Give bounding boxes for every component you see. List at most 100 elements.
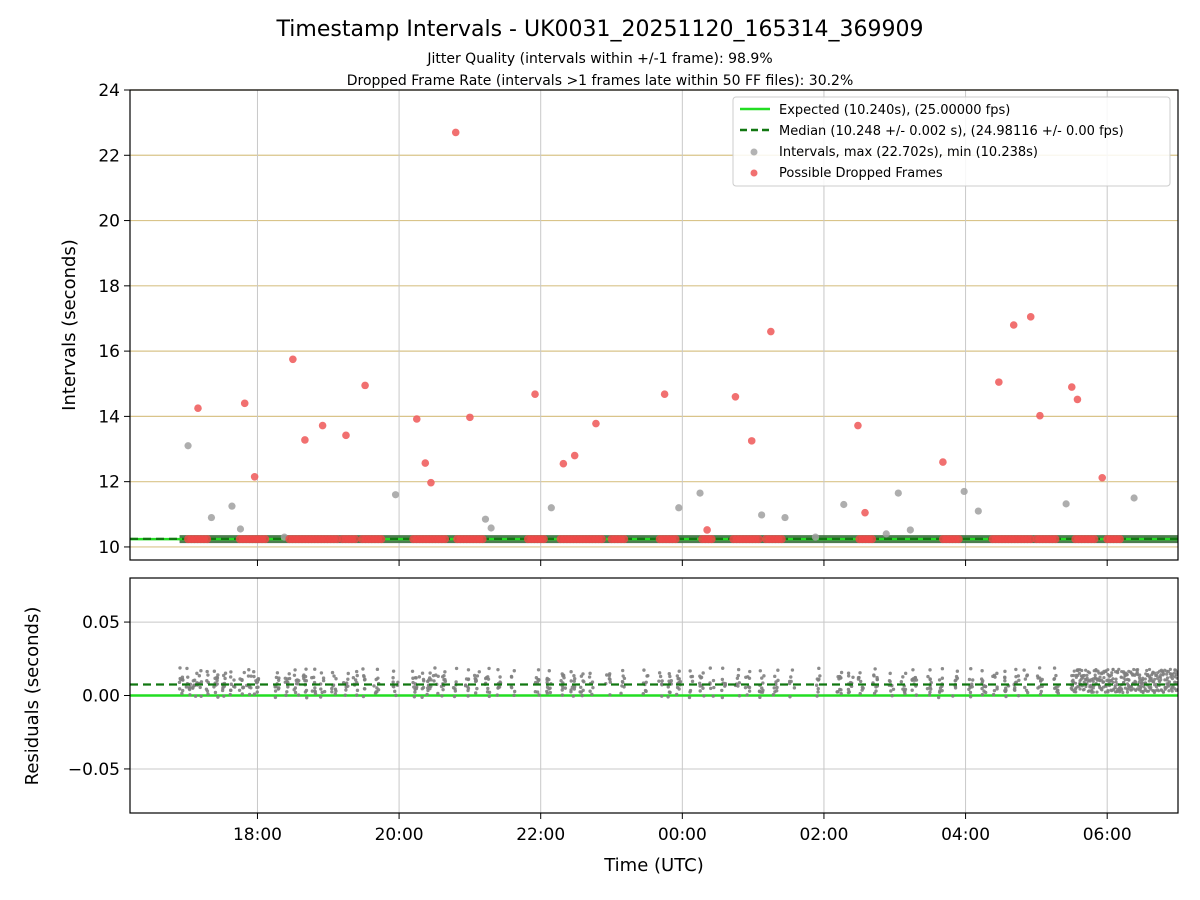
residual-point [1052, 676, 1057, 681]
residual-point [193, 694, 198, 698]
residual-point [180, 691, 184, 696]
residual-point [579, 685, 583, 689]
residual-point [255, 678, 260, 682]
residual-point [927, 693, 932, 697]
residual-point [747, 689, 752, 693]
residual-point [286, 685, 290, 689]
residual-point [1114, 680, 1118, 684]
residual-point [242, 670, 246, 675]
residuals-y-label: Residuals (seconds) [22, 607, 43, 786]
residual-point [1054, 673, 1058, 678]
residual-point [1161, 673, 1165, 677]
residual-point [346, 671, 350, 676]
residual-point [220, 688, 225, 693]
dropped-frame-points [194, 128, 1107, 534]
residual-point [873, 667, 877, 671]
residual-point [411, 680, 415, 685]
residual-point [674, 692, 679, 697]
residual-point [246, 674, 251, 678]
residual-point [970, 678, 975, 682]
residual-point [361, 667, 365, 671]
residual-point [273, 685, 277, 689]
residual-point [940, 667, 945, 671]
residual-point [1113, 686, 1117, 690]
residual-point [344, 688, 348, 692]
residual-point [1038, 692, 1043, 696]
residual-point [1153, 677, 1157, 681]
residual-point [1129, 685, 1133, 689]
residual-point [1078, 687, 1082, 691]
residual-point [1085, 676, 1089, 680]
dropped-frame-band-point [203, 535, 212, 544]
residual-point [1159, 678, 1163, 682]
residual-point [816, 687, 820, 691]
residual-point [393, 689, 397, 694]
residual-point [428, 671, 432, 675]
residual-point [411, 676, 415, 680]
residual-point [1074, 690, 1078, 694]
residual-point [911, 668, 915, 672]
residual-point [608, 693, 612, 697]
intervals-axes-frame [129, 89, 1179, 561]
residual-point [310, 689, 315, 693]
interval-point [974, 507, 982, 515]
dropped-frame-band-point [351, 535, 360, 544]
residual-point [758, 695, 762, 700]
residual-point [723, 684, 727, 688]
residual-point [660, 694, 664, 698]
dropped-frame-point [592, 419, 600, 428]
residual-point [1013, 688, 1017, 692]
residual-point [1040, 677, 1044, 682]
legend-expected-label: Expected (10.240s), (25.00000 fps) [779, 103, 1010, 118]
chart-title: Timestamp Intervals - UK0031_20251120_16… [276, 17, 924, 42]
residual-point [1142, 684, 1146, 689]
residual-point [1138, 673, 1142, 677]
residual-point [255, 690, 259, 694]
residual-point [1091, 686, 1095, 690]
residual-point [968, 690, 973, 695]
intervals-plot-area [130, 128, 1178, 544]
residual-point [537, 693, 541, 697]
residual-point [607, 673, 612, 678]
residual-point [835, 690, 839, 694]
residual-point [1158, 675, 1162, 679]
residual-point [420, 671, 425, 675]
residual-point [177, 687, 182, 691]
residual-point [486, 686, 490, 691]
residual-point [192, 683, 196, 687]
residual-point [1143, 687, 1147, 691]
residual-point [222, 694, 226, 698]
residual-point [582, 680, 586, 684]
residual-point [889, 689, 893, 693]
residual-point [912, 678, 917, 682]
residual-point [928, 677, 932, 682]
residual-point [453, 687, 457, 691]
residual-point [1106, 668, 1110, 672]
residual-point [720, 677, 725, 682]
residual-point [1149, 685, 1153, 690]
residual-point [440, 675, 445, 679]
residual-point [891, 687, 896, 691]
residual-point [937, 678, 942, 682]
residual-point [901, 687, 905, 691]
residual-point [1025, 674, 1029, 678]
residual-point [321, 678, 326, 683]
residual-point [814, 683, 819, 687]
residual-point [697, 681, 702, 686]
residual-point [1167, 680, 1172, 684]
x-tick-label: 00:00 [658, 825, 707, 845]
residual-point [311, 675, 316, 680]
residual-point [1014, 667, 1018, 672]
residual-point [205, 669, 209, 674]
residual-point [353, 678, 358, 682]
residual-point [252, 670, 256, 674]
residual-point [1145, 668, 1149, 673]
residual-point [590, 692, 594, 697]
residual-point [179, 677, 183, 682]
residual-point [667, 679, 671, 683]
residual-point [466, 694, 470, 698]
residual-point [677, 669, 681, 673]
residual-point [410, 669, 415, 673]
residual-point [392, 685, 396, 689]
residual-point [1167, 689, 1171, 693]
